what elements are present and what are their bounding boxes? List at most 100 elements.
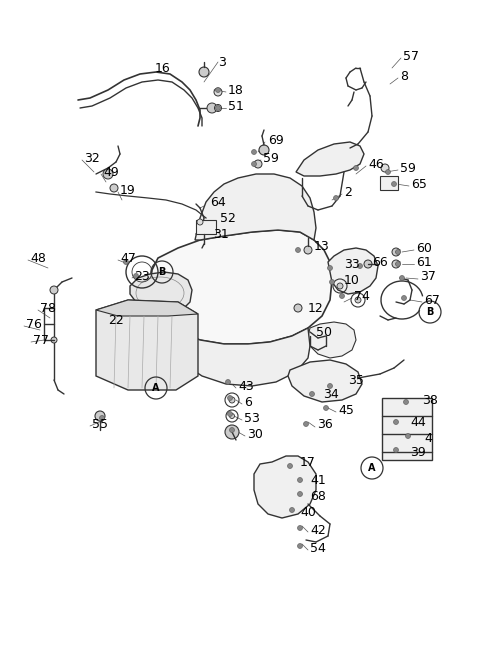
Text: 74: 74: [354, 289, 370, 302]
Text: 4: 4: [424, 432, 432, 445]
Text: 42: 42: [310, 523, 326, 537]
Text: B: B: [426, 307, 434, 317]
Circle shape: [197, 219, 203, 225]
Circle shape: [99, 415, 105, 420]
Text: 53: 53: [244, 411, 260, 424]
Text: 19: 19: [120, 184, 136, 197]
Circle shape: [324, 405, 328, 411]
Circle shape: [296, 247, 300, 253]
Circle shape: [337, 283, 343, 289]
Text: 6: 6: [244, 396, 252, 409]
Text: 59: 59: [400, 161, 416, 174]
Text: 59: 59: [263, 152, 279, 165]
Circle shape: [399, 276, 405, 281]
Circle shape: [334, 195, 338, 201]
Circle shape: [215, 104, 221, 112]
Text: 17: 17: [300, 455, 316, 468]
Text: 52: 52: [220, 211, 236, 224]
Text: 66: 66: [372, 255, 388, 268]
Circle shape: [298, 478, 302, 483]
Text: 30: 30: [247, 428, 263, 440]
FancyBboxPatch shape: [382, 398, 432, 460]
Circle shape: [229, 397, 235, 403]
Polygon shape: [254, 456, 316, 518]
Text: 64: 64: [210, 195, 226, 209]
Text: 61: 61: [416, 255, 432, 268]
Polygon shape: [150, 230, 332, 344]
Circle shape: [133, 274, 139, 279]
Text: 76: 76: [26, 318, 42, 331]
FancyBboxPatch shape: [196, 220, 216, 234]
Circle shape: [229, 413, 235, 419]
Circle shape: [396, 249, 400, 255]
Circle shape: [226, 380, 230, 384]
Text: B: B: [158, 267, 166, 277]
Text: 16: 16: [155, 62, 171, 75]
Text: 36: 36: [317, 419, 333, 432]
Text: 2: 2: [344, 186, 352, 199]
Text: 31: 31: [213, 228, 229, 241]
Circle shape: [95, 411, 105, 421]
Polygon shape: [150, 292, 310, 386]
Circle shape: [394, 419, 398, 424]
Circle shape: [381, 164, 389, 172]
Circle shape: [254, 160, 262, 168]
Circle shape: [394, 447, 398, 453]
Circle shape: [406, 434, 410, 438]
Circle shape: [364, 260, 372, 268]
Circle shape: [392, 260, 400, 268]
Circle shape: [216, 87, 220, 92]
Circle shape: [288, 464, 292, 468]
Circle shape: [294, 304, 302, 312]
Text: 34: 34: [323, 388, 339, 401]
Circle shape: [51, 337, 57, 343]
Circle shape: [228, 411, 232, 417]
Text: 48: 48: [30, 251, 46, 264]
Text: 47: 47: [120, 251, 136, 264]
Text: 51: 51: [228, 100, 244, 112]
Polygon shape: [308, 322, 356, 358]
Circle shape: [396, 262, 400, 266]
Text: 35: 35: [348, 373, 364, 386]
Text: 3: 3: [218, 56, 226, 68]
Polygon shape: [96, 300, 198, 316]
Text: 45: 45: [338, 403, 354, 417]
Circle shape: [303, 422, 309, 426]
Text: 77: 77: [33, 333, 49, 346]
Text: 49: 49: [103, 165, 119, 178]
Text: 22: 22: [108, 314, 124, 327]
Circle shape: [225, 425, 239, 439]
Text: 60: 60: [416, 241, 432, 255]
Text: 39: 39: [410, 445, 426, 459]
Circle shape: [329, 279, 335, 285]
Circle shape: [310, 392, 314, 396]
Text: 43: 43: [238, 380, 254, 392]
Text: 54: 54: [310, 541, 326, 554]
Circle shape: [103, 169, 113, 179]
Polygon shape: [328, 248, 378, 294]
Text: 32: 32: [84, 152, 100, 165]
Circle shape: [229, 428, 235, 432]
Text: 8: 8: [400, 70, 408, 83]
Text: 41: 41: [310, 474, 326, 487]
Circle shape: [401, 295, 407, 300]
Text: 46: 46: [368, 157, 384, 171]
Text: 40: 40: [300, 506, 316, 518]
Circle shape: [216, 106, 220, 110]
Text: 33: 33: [344, 258, 360, 270]
Text: 57: 57: [403, 49, 419, 62]
Circle shape: [339, 293, 345, 298]
Polygon shape: [288, 360, 362, 402]
Circle shape: [199, 67, 209, 77]
Text: 10: 10: [344, 274, 360, 287]
Circle shape: [404, 400, 408, 405]
Text: 44: 44: [410, 415, 426, 428]
Circle shape: [289, 508, 295, 512]
Circle shape: [304, 246, 312, 254]
Circle shape: [214, 88, 222, 96]
Circle shape: [358, 264, 362, 268]
Polygon shape: [130, 272, 192, 314]
Text: 69: 69: [268, 134, 284, 146]
Circle shape: [353, 165, 359, 171]
Text: 78: 78: [40, 302, 56, 314]
